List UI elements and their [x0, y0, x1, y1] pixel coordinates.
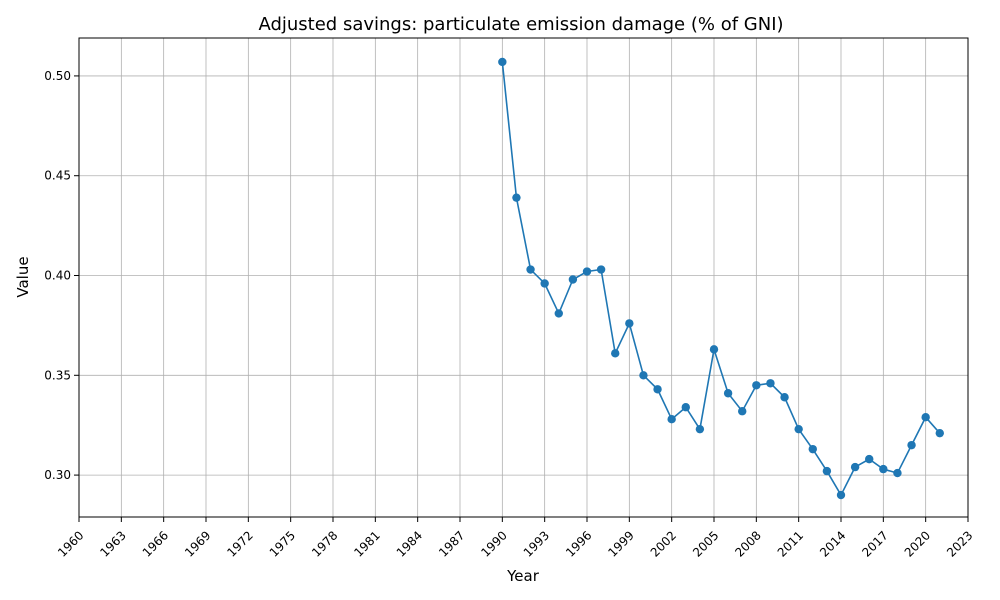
data-point [766, 379, 775, 388]
x-tick-label: 1966 [140, 528, 171, 559]
data-point [596, 265, 606, 274]
x-tick-label: 2002 [648, 528, 679, 559]
data-point [681, 403, 690, 412]
data-point [639, 371, 648, 380]
x-tick-label: 2017 [859, 528, 890, 559]
x-tick-label: 2011 [775, 528, 806, 559]
data-point [921, 413, 930, 422]
x-tick-label: 1999 [605, 528, 636, 559]
x-tick-label: 1984 [394, 528, 425, 559]
data-point [752, 381, 761, 390]
x-tick-label: 2020 [902, 528, 933, 559]
data-point [879, 464, 888, 474]
x-tick-label: 1972 [224, 528, 255, 559]
data-point [808, 444, 817, 454]
data-point [822, 466, 832, 476]
x-tick-label: 2014 [817, 528, 848, 559]
data-point [709, 345, 719, 354]
x-tick-label: 1960 [55, 528, 86, 559]
x-tick-label: 2023 [944, 528, 975, 559]
data-point [836, 490, 846, 500]
x-tick-label: 1987 [436, 528, 467, 559]
data-point [667, 415, 676, 424]
y-tick-label: 0.45 [44, 169, 71, 183]
x-tick-label: 1993 [521, 528, 552, 559]
data-point [498, 57, 507, 67]
data-point [865, 454, 874, 464]
x-tick-label: 1996 [563, 528, 594, 559]
data-point [611, 349, 620, 358]
x-tick-label: 1990 [478, 528, 509, 559]
x-tick-label: 2005 [690, 528, 721, 559]
chart-title: Adjusted savings: particulate emission d… [258, 14, 783, 35]
series-line [501, 61, 941, 497]
plot-frame [78, 37, 969, 518]
data-point [780, 393, 789, 402]
data-point [850, 462, 860, 472]
data-point [738, 407, 747, 416]
data-point [554, 309, 563, 318]
data-point [512, 193, 521, 202]
data-point [935, 428, 944, 438]
data-point [582, 267, 592, 276]
data-point [907, 440, 916, 450]
data-point [695, 424, 705, 434]
y-axis-label: Value [14, 256, 32, 297]
y-tick-label: 0.40 [44, 269, 71, 283]
x-axis-label: Year [506, 567, 540, 585]
x-tick-label: 1978 [309, 528, 340, 559]
y-tick-label: 0.30 [44, 468, 71, 482]
x-tick-label: 1975 [267, 528, 298, 559]
x-tick-label: 1969 [182, 528, 213, 559]
data-point [893, 468, 902, 478]
x-tick-label: 2008 [732, 528, 763, 559]
data-point [625, 319, 634, 328]
grid-lines [78, 38, 969, 517]
y-tick-label: 0.50 [44, 69, 71, 83]
data-point [526, 265, 535, 274]
data-point [653, 385, 662, 394]
y-tick-label: 0.35 [44, 368, 71, 382]
series-layer [498, 57, 944, 500]
x-tick-label: 1981 [351, 528, 382, 559]
data-point [794, 424, 803, 434]
x-tick-label: 1963 [97, 528, 128, 559]
data-point [723, 389, 733, 398]
data-point [540, 279, 549, 288]
data-point [568, 275, 578, 284]
